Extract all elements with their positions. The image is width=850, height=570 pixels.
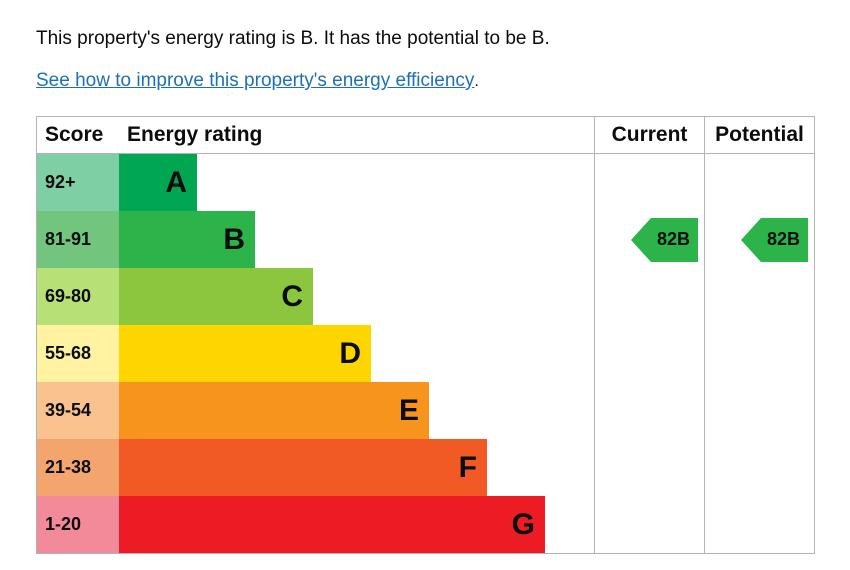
score-cell: 1-20: [37, 496, 119, 553]
bar-cell: A: [119, 154, 594, 211]
bar-cell: D: [119, 325, 594, 382]
arrow-value: 82: [657, 229, 677, 250]
arrow-tip-icon: [741, 218, 761, 262]
bands-column: 92+A81-91B69-80C55-68D39-54E21-38F1-20G: [37, 154, 594, 553]
potential-column: 82 B: [704, 154, 814, 553]
rating-bar-a: A: [119, 154, 197, 211]
band-row-f: 21-38F: [37, 439, 594, 496]
header-rating: Energy rating: [119, 117, 594, 153]
rating-bar-g: G: [119, 496, 545, 553]
efficiency-link-wrap: See how to improve this property's energ…: [36, 70, 814, 92]
chart-body: 92+A81-91B69-80C55-68D39-54E21-38F1-20G …: [37, 154, 814, 553]
band-row-d: 55-68D: [37, 325, 594, 382]
arrow-letter: B: [787, 229, 800, 250]
header-potential: Potential: [704, 117, 814, 153]
bar-cell: E: [119, 382, 594, 439]
score-cell: 39-54: [37, 382, 119, 439]
arrow-letter: B: [677, 229, 690, 250]
score-cell: 81-91: [37, 211, 119, 268]
arrow-value: 82: [767, 229, 787, 250]
efficiency-link[interactable]: See how to improve this property's energ…: [36, 70, 474, 91]
intro-text: This property's energy rating is B. It h…: [36, 28, 814, 50]
bar-cell: G: [119, 496, 594, 553]
bar-cell: F: [119, 439, 594, 496]
band-row-b: 81-91B: [37, 211, 594, 268]
epc-chart: Score Energy rating Current Potential 92…: [36, 116, 815, 554]
score-cell: 55-68: [37, 325, 119, 382]
score-cell: 92+: [37, 154, 119, 211]
rating-bar-f: F: [119, 439, 487, 496]
band-row-g: 1-20G: [37, 496, 594, 553]
arrow-body: 82 B: [651, 218, 698, 262]
link-suffix: .: [474, 73, 478, 90]
arrow-tip-icon: [631, 218, 651, 262]
rating-bar-e: E: [119, 382, 429, 439]
header-score: Score: [37, 117, 119, 153]
current-pointer: 82 B: [631, 218, 698, 262]
bar-cell: B: [119, 211, 594, 268]
current-column: 82 B: [594, 154, 704, 553]
rating-bar-b: B: [119, 211, 255, 268]
band-row-c: 69-80C: [37, 268, 594, 325]
header-current: Current: [594, 117, 704, 153]
rating-bar-d: D: [119, 325, 371, 382]
score-cell: 69-80: [37, 268, 119, 325]
bar-cell: C: [119, 268, 594, 325]
arrow-body: 82 B: [761, 218, 808, 262]
score-cell: 21-38: [37, 439, 119, 496]
potential-pointer: 82 B: [741, 218, 808, 262]
chart-header-row: Score Energy rating Current Potential: [37, 117, 814, 154]
rating-bar-c: C: [119, 268, 313, 325]
band-row-e: 39-54E: [37, 382, 594, 439]
band-row-a: 92+A: [37, 154, 594, 211]
